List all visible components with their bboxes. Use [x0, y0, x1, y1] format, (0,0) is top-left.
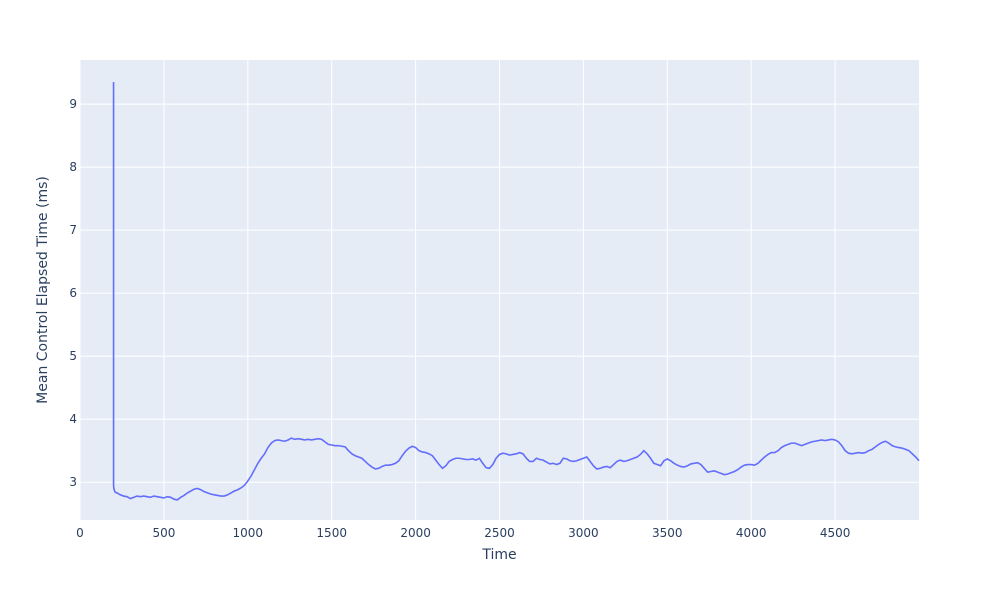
x-tick-label: 2000 — [400, 526, 431, 540]
x-tick-label: 3500 — [652, 526, 683, 540]
x-tick-label: 0 — [76, 526, 84, 540]
y-tick-label: 9 — [69, 97, 77, 111]
gridlines — [79, 60, 919, 520]
y-tick-label: 5 — [69, 349, 77, 363]
y-tick-label: 3 — [69, 475, 77, 489]
y-tick-label: 7 — [69, 223, 77, 237]
x-tick-label: 1000 — [233, 526, 264, 540]
x-tick-label: 3000 — [568, 526, 599, 540]
x-axis-title: Time — [481, 547, 516, 563]
y-tick-label: 4 — [69, 412, 77, 426]
y-tick-label: 6 — [69, 286, 77, 300]
y-tick-label: 8 — [69, 160, 77, 174]
x-tick-label: 500 — [152, 526, 175, 540]
series-line — [112, 82, 920, 501]
tick-labels: 0 500 1000 1500 2000 2500 3000 3500 4000 4500 3 4 5 6… — [69, 97, 850, 540]
y-axis-title: Mean Control Elapsed Time (ms) — [35, 176, 51, 404]
x-tick-label: 4000 — [736, 526, 767, 540]
x-tick-label: 2500 — [484, 526, 515, 540]
x-tick-label: 1500 — [316, 526, 347, 540]
x-tick-label: 4500 — [820, 526, 851, 540]
